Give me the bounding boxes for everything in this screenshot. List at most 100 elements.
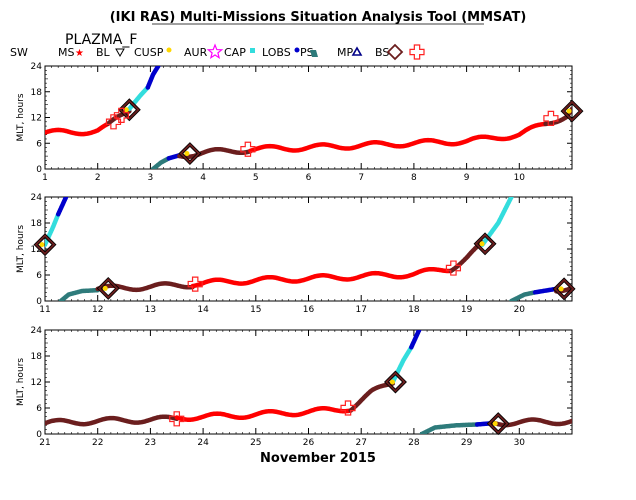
series-lobs [145,66,161,90]
y-tick-label: 6 [36,404,42,414]
series-lobs [409,330,422,350]
x-tick-label: 2 [95,173,101,183]
dot-icon [294,47,300,53]
x-tick-label: 7 [358,173,364,183]
legend-item-aur: AUR [184,43,224,60]
y-tick-label: 12 [31,114,42,124]
series-sw [45,121,111,137]
legend-label: LOBS [262,46,291,59]
star-outline-icon [206,43,224,60]
legend: SW MS ★ BL CUSP AUR CAP LOBS PS MP BS [10,43,425,61]
series-ps [150,156,172,169]
x-tick-label: 15 [250,305,261,315]
sw-crossing-marker [187,276,203,292]
series-group [45,197,572,301]
legend-label: AUR [184,46,208,59]
x-tick-label: 5 [253,173,259,183]
y-tick-label: 24 [31,193,43,203]
legend-item-cap: CAP [224,46,255,59]
series-sw [190,266,454,289]
series-ms [490,417,572,428]
x-tick-label: 29 [461,438,473,448]
x-tick-label: 19 [461,305,473,315]
x-tick-label: 25 [250,438,261,448]
x-tick-label: 26 [303,438,315,448]
y-tick-label: 6 [36,271,42,281]
legend-item-sw: SW [10,46,28,59]
bs-crossing-marker [552,277,576,301]
legend-item-ms: MS ★ [58,46,84,59]
y-tick-label: 0 [36,165,42,175]
series-ps [509,290,538,301]
bs-crossing-marker [560,99,584,123]
legend-item-cusp: CUSP [134,46,172,59]
legend-item-mp: MP [337,46,363,59]
y-tick-label: 0 [36,430,42,440]
x-tick-label: 4 [200,173,206,183]
square-icon [250,48,255,53]
dot-icon [166,47,172,53]
series-ms [348,381,396,413]
legend-label: MS [58,46,74,59]
y-tick-label: 12 [31,378,42,388]
diamond-icon [386,43,404,61]
x-tick-label: 1 [42,173,48,183]
sw-crossing-marker [445,260,462,276]
legend-item-bs: BS [375,43,404,61]
y-axis-label: MLT, hours [16,93,26,141]
series-group [45,330,572,434]
bs-crossing-marker [383,370,407,394]
legend-label: CAP [224,46,246,59]
series-ps [58,287,100,301]
spacecraft-name: PLAZMA_F [65,32,137,48]
x-tick-label: 16 [303,305,315,315]
x-tick-label: 8 [411,173,417,183]
x-tick-label: 11 [39,305,50,315]
legend-item-ps: PS [300,46,318,59]
bs-crossing-marker [33,233,57,257]
triangle-icon [351,46,363,56]
x-tick-label: 6 [306,173,312,183]
axes-frame [44,196,573,302]
x-tick-label: 24 [197,438,209,448]
y-tick-label: 18 [31,219,43,229]
sw-crossing-marker [240,141,256,157]
series-lobs [532,286,559,295]
x-tick-label: 12 [92,305,103,315]
y-tick-label: 18 [31,88,43,98]
x-tick-label: 17 [355,305,366,315]
x-tick-label: 23 [145,438,156,448]
bs-crossing-marker [96,276,120,300]
series-ps [419,422,480,434]
x-tick-label: 27 [355,438,366,448]
y-tick-label: 12 [31,245,42,255]
x-tick-label: 18 [408,305,420,315]
x-tick-label: 21 [39,438,50,448]
legend-item-lobs: LOBS [262,46,300,59]
x-axis-label: November 2015 [260,451,376,466]
svg-text:★: ★ [75,48,84,59]
x-tick-label: 13 [145,305,156,315]
y-axis-label: MLT, hours [16,358,26,406]
legend-item-crossing [409,44,425,60]
x-tick-label: 28 [408,438,420,448]
y-tick-label: 24 [31,62,43,72]
panel-3: 0 6 12 18 24 21 22 23 24 25 26 27 28 29 30 MLT, hours [16,326,573,448]
series-ms [177,146,253,160]
series-sw [248,121,548,154]
bs-crossing-marker [178,142,202,166]
cross-outline-icon [409,44,425,60]
x-tick-label: 30 [514,438,526,448]
x-tick-label: 9 [464,173,470,183]
y-tick-label: 18 [31,352,43,362]
y-tick-label: 0 [36,297,42,307]
legend-label: BL [96,46,111,59]
x-tick-label: 3 [148,173,154,183]
x-tick-label: 14 [197,305,209,315]
quad-icon [310,50,318,57]
series-ms [45,414,180,427]
y-tick-label: 24 [31,326,43,336]
